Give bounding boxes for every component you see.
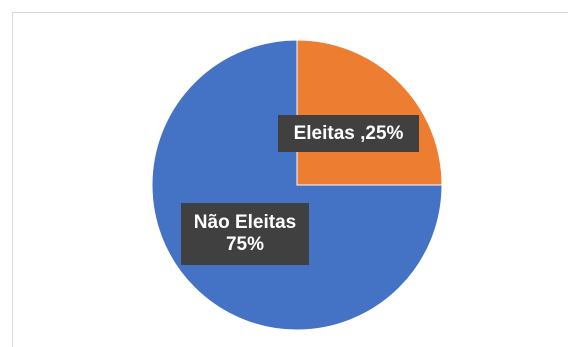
data-label-nao-eleitas-percent: 75% — [225, 234, 265, 255]
data-label-eleitas: Eleitas ,25% — [278, 115, 419, 152]
data-label-nao-eleitas-name: Não Eleitas — [193, 212, 297, 233]
data-label-eleitas-text: Eleitas ,25% — [293, 123, 404, 144]
pie-slice-eleitas — [296, 39, 443, 186]
data-label-nao-eleitas: Não Eleitas 75% — [181, 203, 309, 265]
